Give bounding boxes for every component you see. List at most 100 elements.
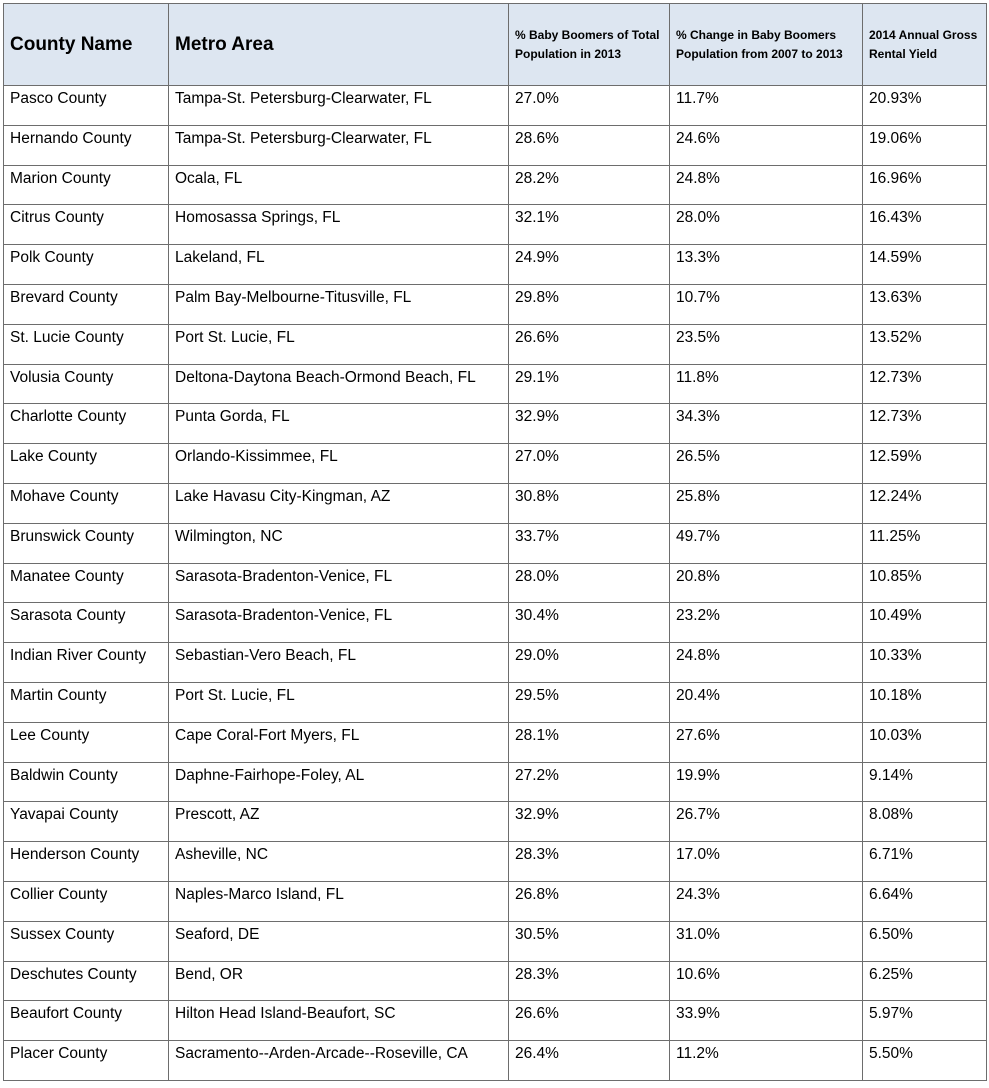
metro-area-cell: Sarasota-Bradenton-Venice, FL bbox=[168, 602, 509, 644]
rental-yield-cell: 13.52% bbox=[862, 323, 987, 365]
rental-yield-cell: 12.73% bbox=[862, 403, 987, 445]
metro-area-cell: Port St. Lucie, FL bbox=[168, 323, 509, 365]
pct-baby-boomers-cell: 30.4% bbox=[508, 602, 670, 644]
pct-change-cell: 25.8% bbox=[669, 482, 863, 524]
rental-yield-cell: 14.59% bbox=[862, 244, 987, 285]
table-row: Martin County Port St. Lucie, FL 29.5% 20.4… bbox=[3, 681, 987, 723]
metro-area-cell: Tampa-St. Petersburg-Clearwater, FL bbox=[168, 124, 509, 166]
rental-yield-cell: 12.24% bbox=[862, 482, 987, 524]
rental-yield-cell: 19.06% bbox=[862, 124, 987, 166]
pct-change-cell: 10.6% bbox=[669, 960, 863, 1002]
metro-area-cell: Sarasota-Bradenton-Venice, FL bbox=[168, 562, 509, 604]
county-name-cell: Volusia County bbox=[3, 363, 169, 405]
table-row: Pasco County Tampa-St. Petersburg-Clearwa… bbox=[3, 85, 987, 126]
table-row: Yavapai County Prescott, AZ 32.9% 26.7% 8.08… bbox=[3, 801, 987, 843]
pct-baby-boomers-cell: 28.2% bbox=[508, 164, 670, 206]
rental-yield-cell: 6.50% bbox=[862, 920, 987, 962]
pct-baby-boomers-cell: 28.0% bbox=[508, 562, 670, 604]
table-row: Marion County Ocala, FL 28.2% 24.8% 16.96% bbox=[3, 164, 987, 206]
header-metro-area: Metro Area bbox=[168, 3, 509, 86]
rental-yield-cell: 5.97% bbox=[862, 1000, 987, 1042]
county-name-cell: Henderson County bbox=[3, 841, 169, 882]
pct-change-cell: 24.6% bbox=[669, 124, 863, 166]
table-row: Collier County Naples-Marco Island, FL 26.… bbox=[3, 880, 987, 922]
header-county-name: County Name bbox=[3, 3, 169, 86]
rental-yield-cell: 9.14% bbox=[862, 761, 987, 803]
table-row: Charlotte County Punta Gorda, FL 32.9% 34.3… bbox=[3, 403, 987, 445]
metro-area-cell: Hilton Head Island-Beaufort, SC bbox=[168, 1000, 509, 1042]
county-name-cell: Citrus County bbox=[3, 204, 169, 246]
rental-yield-cell: 6.64% bbox=[862, 880, 987, 922]
pct-change-cell: 26.7% bbox=[669, 801, 863, 843]
rental-yield-cell: 10.49% bbox=[862, 602, 987, 644]
pct-baby-boomers-cell: 24.9% bbox=[508, 244, 670, 285]
table-row: Brunswick County Wilmington, NC 33.7% 49.7%… bbox=[3, 522, 987, 564]
table-row: Polk County Lakeland, FL 24.9% 13.3% 14.59% bbox=[3, 244, 987, 285]
rental-yield-cell: 6.71% bbox=[862, 841, 987, 882]
table-row: Beaufort County Hilton Head Island-Beaufo… bbox=[3, 1000, 987, 1042]
county-name-cell: Placer County bbox=[3, 1040, 169, 1081]
metro-area-cell: Sebastian-Vero Beach, FL bbox=[168, 642, 509, 683]
pct-baby-boomers-cell: 26.6% bbox=[508, 323, 670, 365]
county-name-cell: St. Lucie County bbox=[3, 323, 169, 365]
pct-baby-boomers-cell: 28.6% bbox=[508, 124, 670, 166]
header-pct-change-baby-boomers: % Change in Baby Boomers Population from… bbox=[669, 3, 863, 86]
pct-change-cell: 33.9% bbox=[669, 1000, 863, 1042]
pct-baby-boomers-cell: 32.9% bbox=[508, 801, 670, 843]
table-row: Citrus County Homosassa Springs, FL 32.1% 2… bbox=[3, 204, 987, 246]
metro-area-cell: Cape Coral-Fort Myers, FL bbox=[168, 721, 509, 763]
county-name-cell: Indian River County bbox=[3, 642, 169, 683]
pct-baby-boomers-cell: 26.4% bbox=[508, 1040, 670, 1081]
county-name-cell: Lee County bbox=[3, 721, 169, 763]
county-name-cell: Beaufort County bbox=[3, 1000, 169, 1042]
rental-yield-cell: 6.25% bbox=[862, 960, 987, 1002]
county-name-cell: Brevard County bbox=[3, 283, 169, 325]
county-name-cell: Brunswick County bbox=[3, 522, 169, 564]
table-row: Sarasota County Sarasota-Bradenton-Venice… bbox=[3, 602, 987, 644]
pct-change-cell: 34.3% bbox=[669, 403, 863, 445]
pct-baby-boomers-cell: 27.2% bbox=[508, 761, 670, 803]
pct-change-cell: 24.3% bbox=[669, 880, 863, 922]
metro-area-cell: Lake Havasu City-Kingman, AZ bbox=[168, 482, 509, 524]
table-row: Volusia County Deltona-Daytona Beach-Ormo… bbox=[3, 363, 987, 405]
metro-area-cell: Deltona-Daytona Beach-Ormond Beach, FL bbox=[168, 363, 509, 405]
pct-change-cell: 17.0% bbox=[669, 841, 863, 882]
pct-change-cell: 11.2% bbox=[669, 1040, 863, 1081]
rental-yield-cell: 16.43% bbox=[862, 204, 987, 246]
metro-area-cell: Tampa-St. Petersburg-Clearwater, FL bbox=[168, 85, 509, 126]
rental-yield-cell: 20.93% bbox=[862, 85, 987, 126]
metro-area-cell: Port St. Lucie, FL bbox=[168, 681, 509, 723]
pct-change-cell: 24.8% bbox=[669, 164, 863, 206]
pct-baby-boomers-cell: 28.1% bbox=[508, 721, 670, 763]
rental-yield-cell: 12.73% bbox=[862, 363, 987, 405]
county-name-cell: Charlotte County bbox=[3, 403, 169, 445]
pct-change-cell: 27.6% bbox=[669, 721, 863, 763]
pct-baby-boomers-cell: 30.5% bbox=[508, 920, 670, 962]
pct-baby-boomers-cell: 29.1% bbox=[508, 363, 670, 405]
pct-baby-boomers-cell: 29.5% bbox=[508, 681, 670, 723]
pct-change-cell: 49.7% bbox=[669, 522, 863, 564]
table-row: Baldwin County Daphne-Fairhope-Foley, AL 2… bbox=[3, 761, 987, 803]
rental-yield-cell: 11.25% bbox=[862, 522, 987, 564]
metro-area-cell: Orlando-Kissimmee, FL bbox=[168, 443, 509, 484]
pct-baby-boomers-cell: 27.0% bbox=[508, 85, 670, 126]
pct-baby-boomers-cell: 30.8% bbox=[508, 482, 670, 524]
metro-area-cell: Wilmington, NC bbox=[168, 522, 509, 564]
header-row: County Name Metro Area % Baby Boomers of… bbox=[3, 3, 987, 86]
county-name-cell: Lake County bbox=[3, 443, 169, 484]
pct-baby-boomers-cell: 26.8% bbox=[508, 880, 670, 922]
metro-area-cell: Palm Bay-Melbourne-Titusville, FL bbox=[168, 283, 509, 325]
metro-area-cell: Ocala, FL bbox=[168, 164, 509, 206]
county-name-cell: Sarasota County bbox=[3, 602, 169, 644]
rental-yield-cell: 16.96% bbox=[862, 164, 987, 206]
county-name-cell: Manatee County bbox=[3, 562, 169, 604]
county-name-cell: Martin County bbox=[3, 681, 169, 723]
pct-change-cell: 28.0% bbox=[669, 204, 863, 246]
rental-yield-cell: 8.08% bbox=[862, 801, 987, 843]
pct-change-cell: 19.9% bbox=[669, 761, 863, 803]
pct-baby-boomers-cell: 29.8% bbox=[508, 283, 670, 325]
table-row: Placer County Sacramento--Arden-Arcade--R… bbox=[3, 1040, 987, 1081]
pct-baby-boomers-cell: 32.9% bbox=[508, 403, 670, 445]
pct-change-cell: 20.8% bbox=[669, 562, 863, 604]
